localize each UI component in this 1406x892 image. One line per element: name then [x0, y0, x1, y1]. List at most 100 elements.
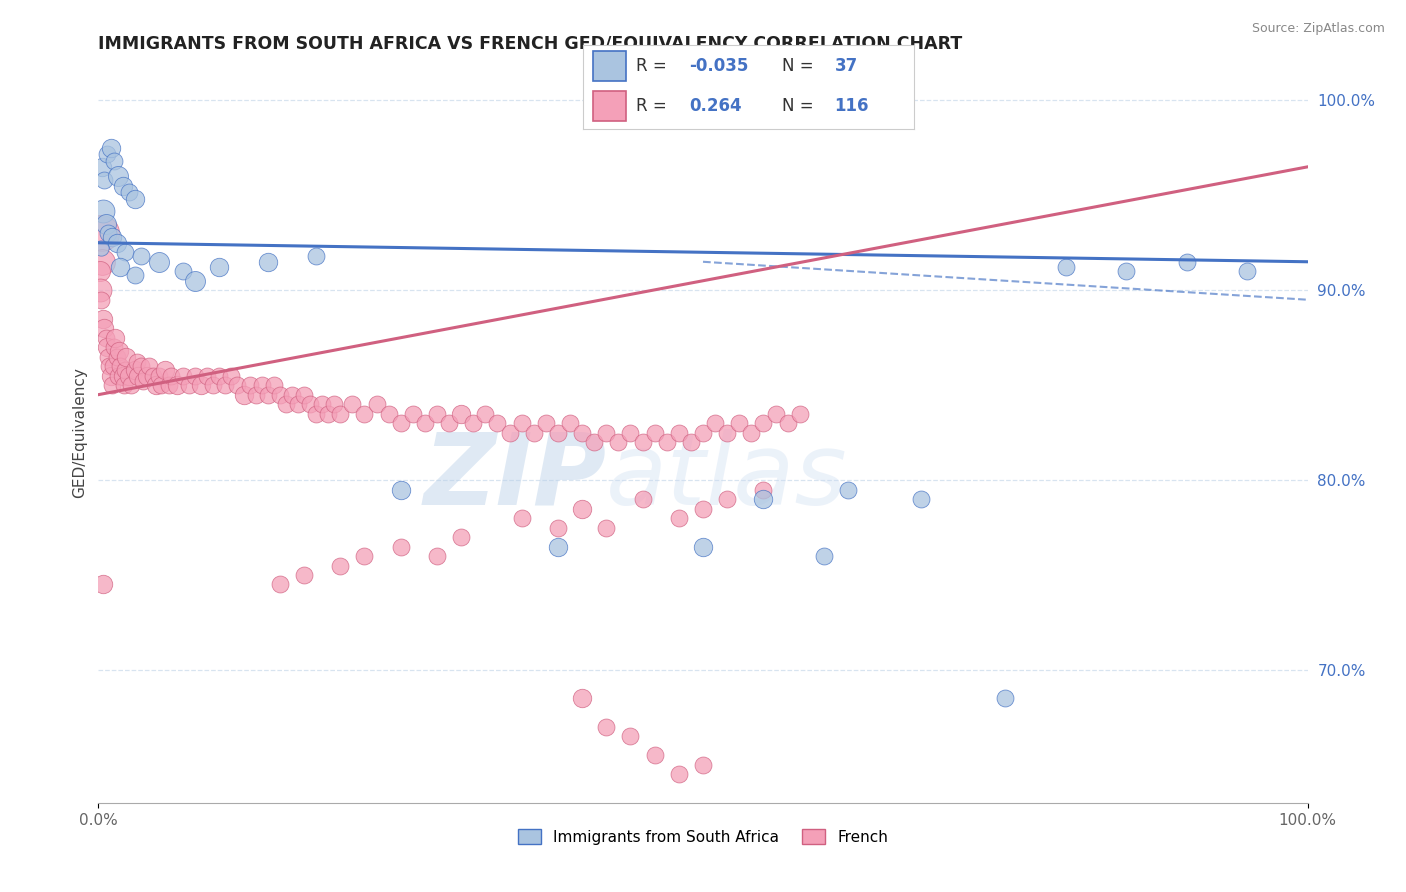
Point: [583, 435, 606, 450]
Point: [910, 491, 932, 506]
Point: [668, 767, 690, 781]
Point: [184, 274, 207, 288]
Point: [157, 378, 180, 392]
Point: [91, 577, 114, 591]
Point: [994, 691, 1017, 706]
Point: [644, 425, 666, 440]
Point: [292, 387, 315, 401]
Point: [89, 264, 111, 278]
Point: [692, 425, 714, 440]
Point: [105, 235, 128, 250]
Point: [1175, 254, 1198, 268]
Point: [813, 549, 835, 563]
Point: [115, 350, 138, 364]
Point: [105, 350, 128, 364]
Text: ZIP: ZIP: [423, 428, 606, 525]
Point: [226, 378, 249, 392]
Point: [118, 368, 141, 383]
Point: [1236, 264, 1258, 278]
Text: N =: N =: [782, 97, 818, 115]
Point: [94, 331, 117, 345]
Text: R =: R =: [637, 97, 672, 115]
Point: [104, 331, 127, 345]
Point: [692, 757, 714, 772]
Point: [98, 359, 121, 374]
Point: [281, 387, 304, 401]
Point: [510, 416, 533, 430]
Point: [305, 407, 328, 421]
Point: [619, 730, 641, 744]
Point: [631, 435, 654, 450]
Text: 0.264: 0.264: [689, 97, 742, 115]
Point: [765, 407, 787, 421]
Point: [329, 558, 352, 573]
Point: [118, 185, 141, 199]
Point: [1054, 260, 1077, 275]
Text: atlas: atlas: [606, 428, 848, 525]
Point: [679, 435, 702, 450]
Point: [353, 549, 375, 563]
Point: [292, 568, 315, 582]
Point: [91, 160, 114, 174]
Point: [619, 425, 641, 440]
Point: [474, 407, 496, 421]
Point: [120, 378, 142, 392]
Point: [558, 416, 581, 430]
Point: [789, 407, 811, 421]
Point: [463, 416, 485, 430]
Point: [108, 260, 131, 275]
Point: [111, 178, 134, 193]
Point: [655, 435, 678, 450]
Point: [716, 425, 738, 440]
Text: 37: 37: [835, 57, 858, 75]
Point: [135, 368, 157, 383]
Text: IMMIGRANTS FROM SOUTH AFRICA VS FRENCH GED/EQUIVALENCY CORRELATION CHART: IMMIGRANTS FROM SOUTH AFRICA VS FRENCH G…: [98, 35, 963, 53]
Point: [124, 192, 146, 206]
Point: [172, 264, 194, 278]
Point: [245, 387, 267, 401]
Point: [316, 407, 339, 421]
Point: [752, 416, 775, 430]
Point: [1115, 264, 1137, 278]
Point: [100, 141, 122, 155]
Point: [692, 501, 714, 516]
Point: [450, 530, 472, 544]
Point: [100, 368, 122, 383]
Point: [100, 378, 122, 392]
Point: [740, 425, 762, 440]
Point: [413, 416, 436, 430]
Point: [214, 378, 236, 392]
Point: [111, 368, 134, 383]
Point: [498, 425, 520, 440]
Point: [208, 260, 231, 275]
Point: [571, 501, 593, 516]
Point: [153, 363, 176, 377]
Point: [389, 483, 412, 497]
Point: [96, 340, 118, 354]
Point: [129, 249, 152, 263]
Point: [107, 169, 129, 184]
Point: [523, 425, 546, 440]
Point: [353, 407, 375, 421]
Point: [91, 311, 114, 326]
Text: 116: 116: [835, 97, 869, 115]
Point: [837, 483, 859, 497]
Point: [221, 368, 243, 383]
Point: [127, 368, 149, 383]
Text: N =: N =: [782, 57, 818, 75]
Point: [138, 359, 160, 374]
Point: [112, 378, 135, 392]
Point: [668, 511, 690, 525]
Text: -0.035: -0.035: [689, 57, 748, 75]
Point: [195, 368, 218, 383]
Point: [145, 378, 167, 392]
Point: [323, 397, 346, 411]
Point: [100, 230, 122, 244]
Point: [752, 483, 775, 497]
Point: [93, 173, 115, 187]
Point: [103, 340, 125, 354]
Point: [668, 425, 690, 440]
Point: [728, 416, 751, 430]
Point: [94, 217, 117, 231]
Point: [426, 407, 449, 421]
